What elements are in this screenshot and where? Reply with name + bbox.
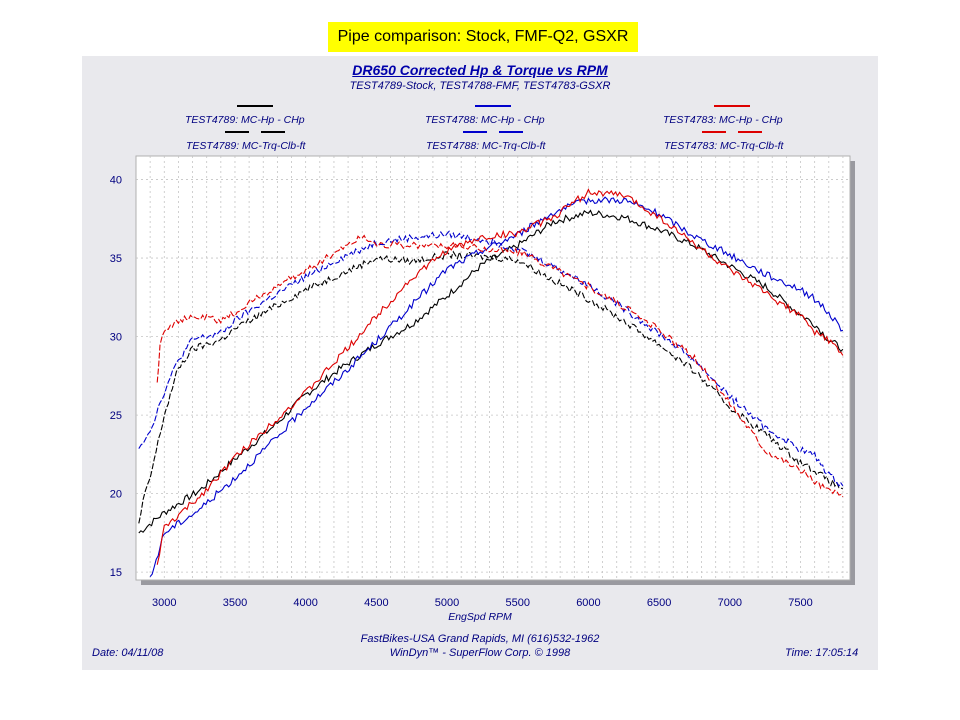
series-line bbox=[156, 234, 844, 498]
y-tick-label: 30 bbox=[110, 332, 122, 344]
legend-label-gsxr-hp: TEST4783: MC-Hp - CHp bbox=[663, 114, 783, 126]
x-tick-label: 4000 bbox=[293, 597, 317, 609]
legend-label-stock-hp: TEST4789: MC-Hp - CHp bbox=[185, 114, 305, 126]
y-tick-label: 25 bbox=[110, 410, 122, 422]
footer-date: Date: 04/11/08 bbox=[92, 647, 164, 659]
comparison-banner: Pipe comparison: Stock, FMF-Q2, GSXR bbox=[328, 22, 638, 52]
series-line bbox=[138, 209, 844, 534]
x-tick-label: 5500 bbox=[506, 597, 530, 609]
series-line bbox=[149, 196, 844, 578]
x-tick-label: 6500 bbox=[647, 597, 671, 609]
legend-label-fmf-hp: TEST4788: MC-Hp - CHp bbox=[425, 114, 545, 126]
footer-shop-info: FastBikes-USA Grand Rapids, MI (616)532-… bbox=[360, 633, 600, 645]
y-tick-label: 15 bbox=[110, 567, 122, 579]
x-tick-label: 3500 bbox=[223, 597, 247, 609]
y-tick-label: 20 bbox=[110, 489, 122, 501]
legend-label-fmf-torque: TEST4788: MC-Trq-Clb-ft bbox=[426, 140, 546, 152]
x-tick-label: 7000 bbox=[718, 597, 742, 609]
x-tick-label: 7500 bbox=[788, 597, 812, 609]
chart-subtitle: TEST4789-Stock, TEST4788-FMF, TEST4783-G… bbox=[349, 80, 611, 92]
x-tick-label: 3000 bbox=[152, 597, 176, 609]
x-tick-label: 4500 bbox=[364, 597, 388, 609]
x-tick-label: 5000 bbox=[435, 597, 459, 609]
series-line bbox=[138, 230, 844, 487]
footer-software-credit: WinDyn™ - SuperFlow Corp. © 1998 bbox=[389, 647, 571, 659]
y-tick-label: 35 bbox=[110, 253, 122, 265]
legend-label-gsxr-torque: TEST4783: MC-Trq-Clb-ft bbox=[664, 140, 784, 152]
plot-area bbox=[135, 155, 851, 581]
legend-label-stock-torque: TEST4789: MC-Trq-Clb-ft bbox=[186, 140, 306, 152]
y-tick-label: 40 bbox=[110, 175, 122, 187]
series-line bbox=[138, 250, 844, 524]
series-line bbox=[156, 188, 844, 565]
x-tick-label: 6000 bbox=[576, 597, 600, 609]
chart-title: DR650 Corrected Hp & Torque vs RPM bbox=[352, 62, 608, 78]
x-axis-label: EngSpd RPM bbox=[448, 611, 512, 623]
footer-time: Time: 17:05:14 bbox=[785, 647, 859, 659]
